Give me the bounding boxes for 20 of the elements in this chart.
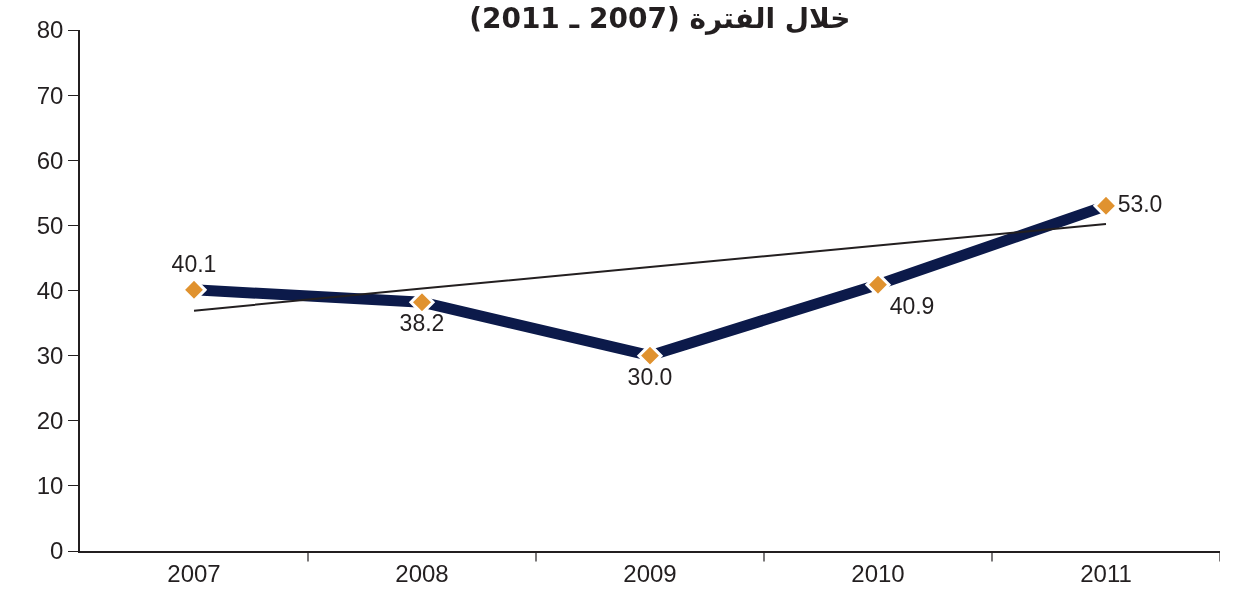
y-tick-label: 20 <box>36 407 64 435</box>
y-tick-label: 10 <box>36 472 64 500</box>
x-tick-label: 2007 <box>167 559 221 587</box>
data-label: 40.9 <box>889 292 935 319</box>
y-tick-label: 80 <box>36 16 64 44</box>
y-tick-label: 50 <box>36 211 64 239</box>
x-tick-label: 2011 <box>1080 559 1132 587</box>
y-tick-label: 40 <box>36 276 64 304</box>
y-tick-label: 60 <box>36 146 64 174</box>
data-label: 53.0 <box>1117 190 1163 217</box>
x-tick-label: 2009 <box>623 559 677 587</box>
y-tick-label: 30 <box>36 342 64 370</box>
y-tick-label: 0 <box>50 537 64 565</box>
x-tick-label: 2008 <box>395 559 449 587</box>
x-tick-label: 2010 <box>851 559 905 587</box>
data-label: 38.2 <box>399 310 445 337</box>
y-tick-label: 70 <box>36 81 64 109</box>
chart-title: خلال الفترة (2007 ـ 2011) <box>469 1 851 35</box>
data-label: 40.1 <box>171 251 217 278</box>
data-label: 30.0 <box>627 363 673 390</box>
